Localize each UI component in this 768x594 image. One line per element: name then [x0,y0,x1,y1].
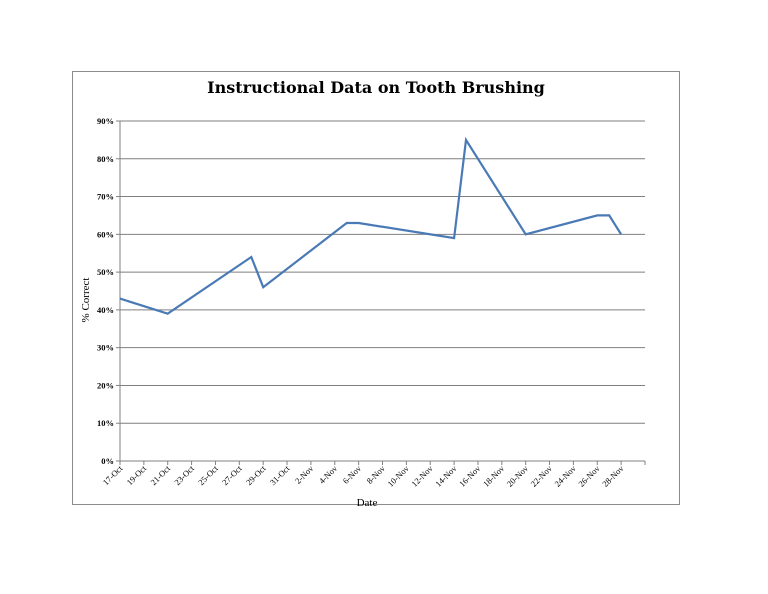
x-tick-label: 24-Nov [552,463,578,489]
y-tick-label: 40% [97,305,114,315]
y-tick-label: 10% [97,418,114,428]
y-tick-label: 20% [97,380,114,390]
y-tick-label: 50% [97,267,114,277]
series [119,136,623,315]
x-tick-label: 31-Oct [268,463,292,487]
gridlines [120,120,645,424]
x-tick-label: 12-Nov [409,463,435,489]
x-tick-label: 8-Nov [364,463,387,486]
x-tick-label: 17-Oct [101,463,125,487]
x-tick-label: 28-Nov [600,463,626,489]
y-tick-label: 30% [97,343,114,353]
x-tick-label: 10-Nov [385,463,411,489]
x-tick-label: 16-Nov [457,463,483,489]
chart-title: Instructional Data on Tooth Brushing [207,78,545,97]
x-tick-label: 18-Nov [481,463,507,489]
chart-frame [72,71,680,505]
x-tick-label: 6-Nov [341,463,364,486]
x-tick-label: 14-Nov [433,463,459,489]
x-tick-label: 22-Nov [529,463,555,489]
x-tick-label: 23-Oct [172,463,196,487]
x-tick-label: 4-Nov [317,463,340,486]
x-axis-label: Date [357,497,378,509]
x-tick-labels: 17-Oct 19-Oct 21-Oct 23-Oct 25-Oct 27-Oct 29-O… [101,463,626,489]
x-tick-label: 20-Nov [505,463,531,489]
y-axis-label: % Correct [80,278,92,323]
y-tick-label: 60% [97,229,114,239]
x-tick-label: 21-Oct [148,463,172,487]
y-tick-labels: 0% 10% 20% 30% 40% 50% 60% 70% 80% 90% [97,116,114,466]
axes [116,120,646,465]
x-tick-label: 29-Oct [244,463,268,487]
series-line [119,136,623,315]
x-tick-label: 27-Oct [220,463,244,487]
x-tick-label: 26-Nov [576,463,602,489]
x-tick-label: 25-Oct [196,463,220,487]
y-tick-label: 70% [97,192,114,202]
y-tick-label: 0% [101,456,114,466]
x-tick-label: 2-Nov [293,463,316,486]
y-tick-label: 80% [97,154,114,164]
y-tick-label: 90% [97,116,114,126]
x-tick-label: 19-Oct [125,463,149,487]
